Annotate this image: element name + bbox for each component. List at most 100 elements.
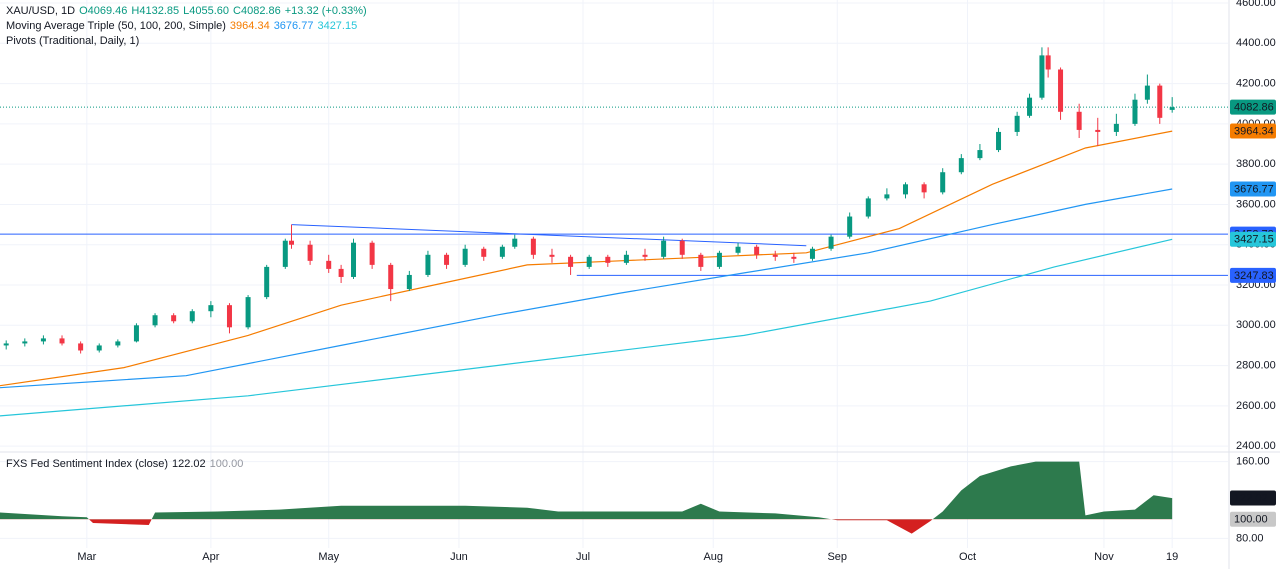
y-tick-label: 80.00 <box>1236 532 1264 544</box>
candle-body <box>307 244 313 261</box>
candle-body <box>884 194 890 199</box>
candle-body <box>1076 111 1082 130</box>
indicator-name: Pivots (Traditional, Daily, 1) <box>6 35 140 47</box>
candle-body <box>568 256 574 267</box>
candle-body <box>865 198 871 217</box>
indicator-value: 3427.15 <box>317 20 358 32</box>
x-tick-label: Mar <box>77 551 96 563</box>
candle-body <box>152 315 158 326</box>
candle-body <box>326 260 332 269</box>
ohlc-value: H4132.85 <box>131 5 180 17</box>
indicator-value: 3964.34 <box>229 20 270 32</box>
price-tag-label: 3964.34 <box>1234 125 1274 137</box>
candle-body <box>462 248 468 265</box>
candle-body <box>208 305 214 312</box>
candle-body <box>1014 115 1020 132</box>
sentiment-area <box>0 461 1173 520</box>
candle-body <box>1095 129 1101 132</box>
y-tick-label: 2800.00 <box>1236 359 1276 371</box>
candle-body <box>1157 85 1163 118</box>
price-tag <box>1230 231 1276 247</box>
legend: XAU/USD, 1D O4069.46 H4132.85 L4055.60 C4082… <box>6 4 371 49</box>
candle-body <box>940 172 946 193</box>
symbol: XAU/USD, 1D <box>6 5 76 17</box>
candle-body <box>499 246 505 257</box>
candle-body <box>264 266 270 298</box>
y-tick-label: 3600.00 <box>1236 198 1276 210</box>
candle-body <box>512 238 518 247</box>
candle-body <box>288 240 294 245</box>
candle-body <box>586 256 592 267</box>
legend-row: Moving Average Triple (50, 100, 200, Sim… <box>6 19 371 34</box>
candle-body <box>1144 85 1150 100</box>
indicator-value: 122.02 <box>172 458 206 470</box>
plot-area <box>0 47 1228 417</box>
moving-average <box>0 130 1173 387</box>
candle-body <box>78 343 84 351</box>
candle-body <box>171 315 177 322</box>
candle-body <box>481 248 487 257</box>
candle-body <box>282 240 288 267</box>
moving-average <box>0 188 1173 389</box>
candle-body <box>754 246 760 255</box>
x-tick-label: Jul <box>576 551 590 563</box>
candle-body <box>115 341 121 346</box>
price-tag <box>1230 99 1276 115</box>
x-tick-label: Sep <box>827 551 847 563</box>
candle-body <box>605 256 611 263</box>
candle-body <box>1113 123 1119 132</box>
legend-row: Pivots (Traditional, Daily, 1) <box>6 34 371 49</box>
price-tag-label: 4082.86 <box>1234 102 1274 114</box>
price-tag-label: 3676.77 <box>1234 183 1274 195</box>
candle-body <box>1132 99 1138 124</box>
candle-body <box>847 216 853 237</box>
candle-body <box>406 274 412 290</box>
y-tick-label: 2400.00 <box>1236 440 1276 452</box>
candle-body <box>902 184 908 195</box>
price-tag <box>1230 490 1276 506</box>
moving-average <box>0 238 1173 417</box>
candle-body <box>3 343 9 346</box>
y-tick-label: 3800.00 <box>1236 158 1276 170</box>
legend: FXS Fed Sentiment Index (close) 122.02 100… <box>6 457 247 472</box>
ohlc-value: C4082.86 <box>233 5 281 17</box>
candle-body <box>133 325 139 342</box>
candle-body <box>1045 55 1051 70</box>
candle-body <box>977 150 983 159</box>
ohlc-value: O4069.46 <box>79 5 128 17</box>
candle-body <box>22 341 28 344</box>
price-tag <box>1230 267 1276 283</box>
candle-body <box>772 254 778 257</box>
candle-body <box>226 305 232 328</box>
indicator-value: 100.00 <box>209 458 244 470</box>
legend-row: FXS Fed Sentiment Index (close) 122.02 100… <box>6 457 247 472</box>
candle-body <box>679 240 685 255</box>
x-tick-label: Aug <box>703 551 723 563</box>
candle-body <box>716 252 722 267</box>
y-tick-label: 160.00 <box>1236 456 1270 468</box>
price-tag-label: 122.02 <box>1234 492 1268 504</box>
x-tick-label: Apr <box>202 551 219 563</box>
candle-body <box>245 297 251 328</box>
y-tick-label: 4200.00 <box>1236 77 1276 89</box>
x-tick-label: May <box>318 551 339 563</box>
candle-body <box>530 238 536 255</box>
price-tag <box>1230 181 1276 197</box>
candle-body <box>698 254 704 267</box>
trend-line <box>291 224 807 247</box>
candle-body <box>444 254 450 265</box>
legend-row: XAU/USD, 1D O4069.46 H4132.85 L4055.60 C4082… <box>6 4 371 19</box>
candle-body <box>40 338 46 342</box>
candle-body <box>388 264 394 290</box>
x-tick-label: 19 <box>1166 551 1178 563</box>
candle-body <box>369 242 375 265</box>
candle-body <box>189 311 195 322</box>
price-tag <box>1230 511 1276 527</box>
candle-body <box>1039 55 1045 98</box>
indicator-name: Moving Average Triple (50, 100, 200, Sim… <box>6 20 226 32</box>
x-tick-label: Nov <box>1094 551 1114 563</box>
x-tick-label: Jun <box>450 551 468 563</box>
candle-body <box>958 158 964 173</box>
ohlc-value: +13.32 (+0.33%) <box>284 5 367 17</box>
price-tag-label: 3247.83 <box>1234 270 1274 282</box>
